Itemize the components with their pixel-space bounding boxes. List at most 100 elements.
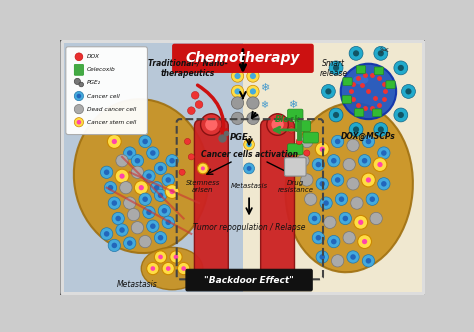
Circle shape [120, 182, 132, 194]
Circle shape [349, 123, 363, 136]
Text: Metastasis: Metastasis [117, 280, 158, 289]
Circle shape [74, 105, 83, 114]
Circle shape [131, 155, 144, 167]
Circle shape [350, 254, 356, 260]
Circle shape [331, 239, 337, 244]
Circle shape [267, 114, 288, 135]
Circle shape [79, 82, 83, 87]
Circle shape [181, 266, 186, 271]
Circle shape [378, 147, 390, 159]
Circle shape [100, 166, 113, 178]
Circle shape [188, 154, 194, 160]
Circle shape [331, 255, 344, 267]
Circle shape [328, 235, 340, 248]
Circle shape [195, 101, 203, 108]
Circle shape [205, 119, 218, 131]
Circle shape [335, 177, 340, 183]
Bar [64, 43, 243, 292]
Text: Tumor repopulation / Relapse: Tumor repopulation / Relapse [193, 223, 305, 232]
Text: Drug
resistance: Drug resistance [277, 180, 313, 193]
Text: Smart
release: Smart release [320, 59, 348, 78]
FancyBboxPatch shape [386, 81, 395, 88]
Circle shape [370, 212, 383, 225]
Circle shape [77, 120, 81, 124]
Circle shape [169, 189, 175, 194]
Circle shape [143, 206, 155, 218]
Circle shape [316, 251, 328, 263]
Circle shape [146, 209, 152, 215]
Circle shape [151, 182, 163, 194]
Circle shape [370, 197, 375, 202]
Circle shape [331, 158, 337, 163]
Circle shape [247, 97, 259, 109]
Circle shape [165, 219, 171, 225]
Circle shape [128, 208, 140, 221]
Circle shape [329, 108, 343, 122]
Circle shape [77, 94, 81, 98]
Circle shape [146, 147, 159, 159]
Circle shape [139, 135, 151, 148]
Circle shape [143, 170, 155, 182]
Circle shape [250, 73, 256, 79]
Circle shape [158, 205, 171, 217]
Circle shape [108, 239, 120, 252]
Circle shape [165, 185, 179, 199]
Circle shape [301, 135, 313, 148]
Circle shape [170, 251, 182, 263]
Circle shape [247, 85, 259, 98]
Circle shape [247, 112, 259, 124]
Circle shape [319, 181, 325, 187]
Circle shape [179, 169, 185, 175]
Circle shape [333, 112, 339, 118]
Circle shape [201, 114, 222, 135]
Circle shape [328, 155, 340, 167]
Circle shape [139, 193, 151, 206]
Circle shape [316, 162, 321, 167]
Circle shape [321, 85, 335, 98]
Circle shape [134, 181, 148, 195]
Circle shape [312, 216, 317, 221]
Circle shape [373, 158, 387, 172]
Ellipse shape [285, 103, 413, 272]
Circle shape [108, 185, 113, 191]
Circle shape [135, 158, 140, 163]
Text: Metastasis: Metastasis [230, 183, 268, 189]
Circle shape [365, 139, 371, 144]
Circle shape [247, 70, 259, 82]
Ellipse shape [141, 247, 203, 290]
Circle shape [158, 193, 164, 198]
FancyBboxPatch shape [355, 109, 364, 117]
Circle shape [127, 150, 133, 156]
Circle shape [146, 220, 159, 232]
Circle shape [142, 139, 148, 144]
Circle shape [304, 150, 310, 156]
Circle shape [316, 235, 321, 240]
Circle shape [378, 126, 384, 132]
Circle shape [154, 185, 159, 191]
Circle shape [366, 193, 378, 206]
Circle shape [343, 216, 348, 221]
Circle shape [74, 91, 83, 101]
Circle shape [358, 220, 364, 225]
Circle shape [378, 178, 390, 190]
Circle shape [339, 212, 352, 225]
Circle shape [115, 169, 129, 183]
Circle shape [374, 46, 388, 60]
Text: Traditional-/ Nano-
therapeutics: Traditional-/ Nano- therapeutics [147, 59, 228, 78]
Circle shape [394, 108, 408, 122]
FancyBboxPatch shape [288, 144, 303, 155]
Text: Cancer cell: Cancer cell [87, 94, 119, 99]
Circle shape [119, 174, 125, 179]
Circle shape [296, 138, 302, 144]
Circle shape [353, 50, 359, 56]
FancyBboxPatch shape [288, 109, 303, 120]
Text: PGE₂: PGE₂ [87, 80, 101, 85]
Circle shape [309, 212, 321, 225]
Text: DOX@MSCPs: DOX@MSCPs [341, 131, 396, 141]
Circle shape [162, 208, 167, 213]
Circle shape [166, 155, 178, 167]
Circle shape [297, 155, 309, 167]
Circle shape [349, 46, 363, 60]
Circle shape [331, 135, 344, 148]
Circle shape [142, 197, 148, 202]
